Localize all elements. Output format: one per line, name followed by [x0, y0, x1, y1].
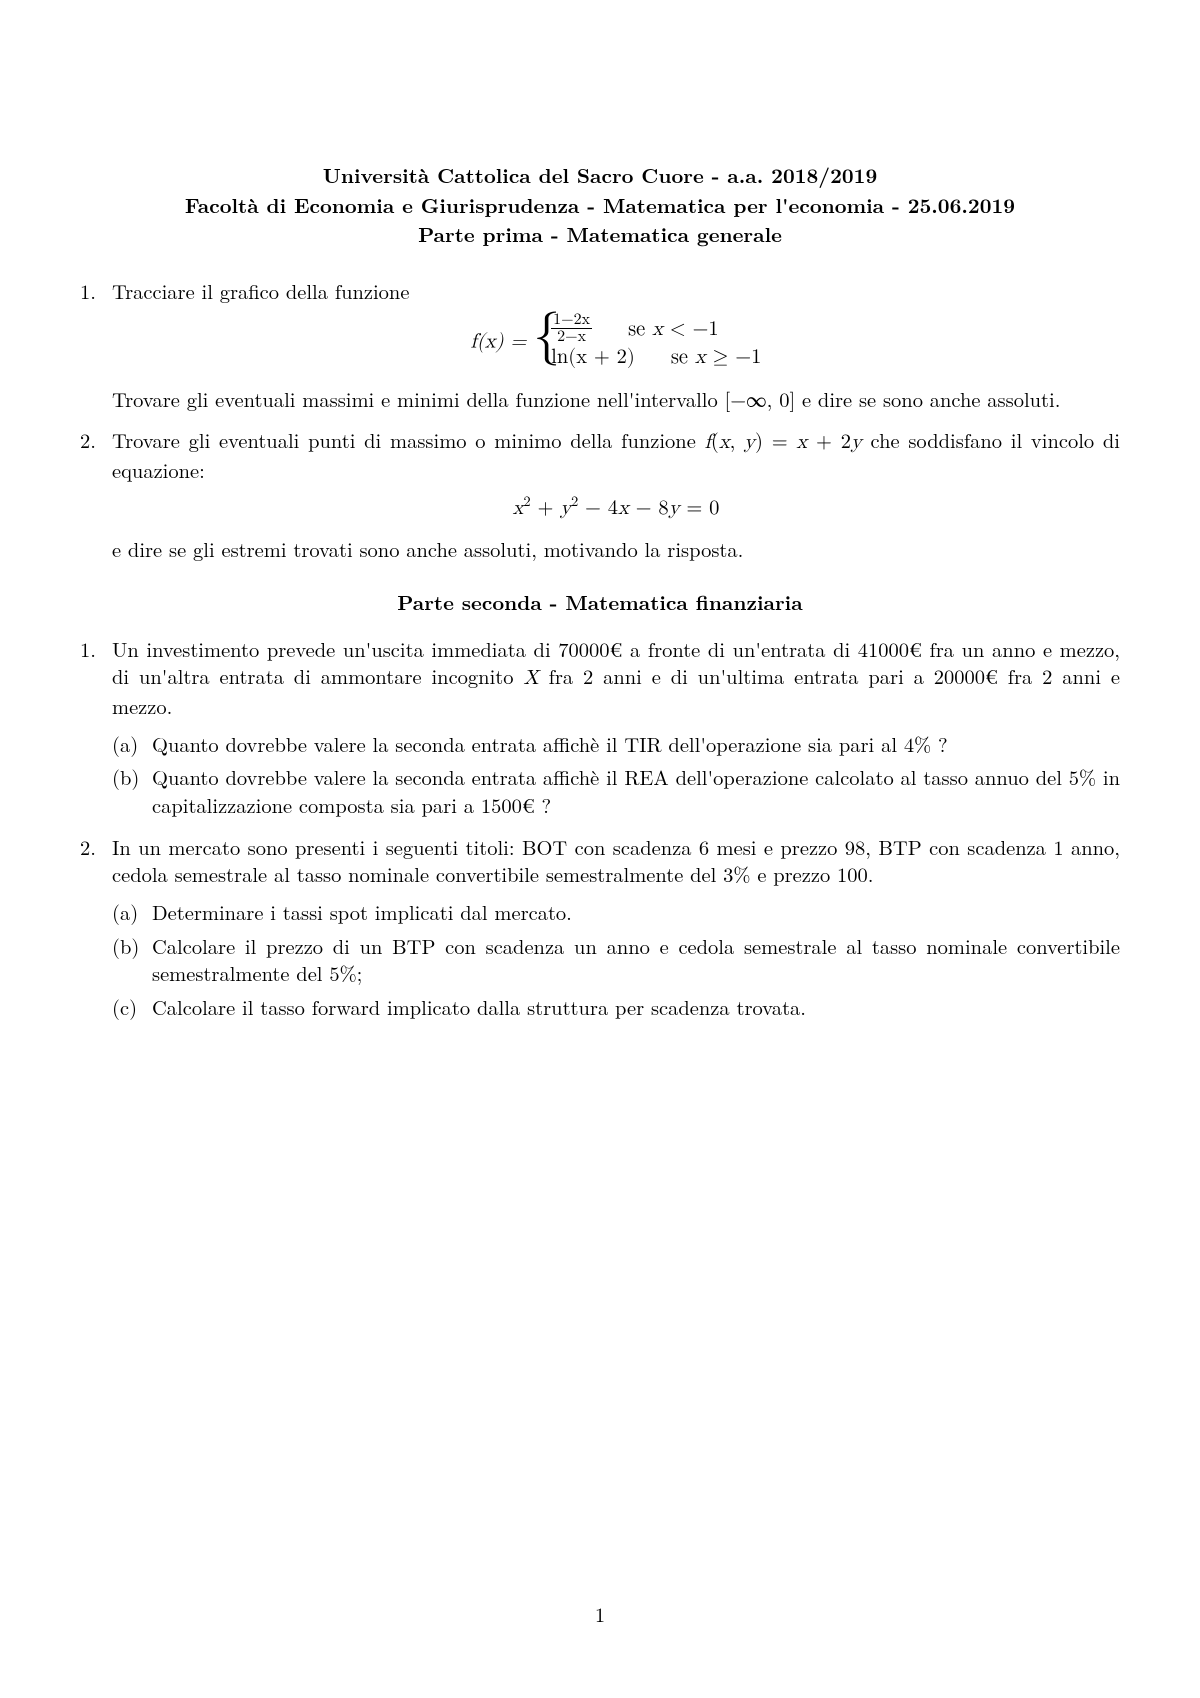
- sub-number: (b): [112, 932, 139, 960]
- header-part: Parte prima - Matematica generale: [80, 221, 1120, 249]
- question-number: 1.: [80, 277, 96, 305]
- page-number: 1: [0, 1600, 1200, 1628]
- constraint-equation: x2 + y2 − 4x − 8y = 0: [112, 494, 1120, 522]
- sub-list: (a) Quanto dovrebbe valere la seconda en…: [112, 730, 1120, 819]
- part2-question-1: 1. Un investimento prevede un'uscita imm…: [80, 635, 1120, 819]
- part1-question-2: 2. Trovare gli eventuali punti di massim…: [80, 426, 1120, 563]
- header-university: Università Cattolica del Sacro Cuore - a…: [80, 162, 1120, 190]
- sub-number: (c): [112, 993, 137, 1021]
- case-condition: se x < −1: [628, 315, 719, 343]
- sub-text: Determinare i tassi spot implicati dal m…: [152, 897, 572, 926]
- sub-item-a: (a) Quanto dovrebbe valere la seconda en…: [112, 730, 1120, 758]
- question-text: Un investimento prevede un'uscita immedi…: [112, 634, 1120, 720]
- case-expression: ln(x + 2): [551, 343, 635, 371]
- question-intro: Tracciare il grafico della funzione: [112, 276, 409, 305]
- question-after: e dire se gli estremi trovati sono anche…: [112, 535, 1120, 563]
- exam-page: Università Cattolica del Sacro Cuore - a…: [0, 0, 1200, 1698]
- sub-number: (a): [112, 730, 138, 758]
- document-header: Università Cattolica del Sacro Cuore - a…: [80, 162, 1120, 249]
- sub-item-b: (b) Quanto dovrebbe valere la seconda en…: [112, 763, 1120, 818]
- sub-text: Calcolare il prezzo di un BTP con scaden…: [152, 931, 1120, 988]
- sub-number: (a): [112, 898, 138, 926]
- eq-lhs: f(x) =: [471, 330, 534, 351]
- sub-list: (a) Determinare i tassi spot implicati d…: [112, 898, 1120, 1021]
- cases-block: { 1−2x 2−x se x < −1 ln(x + 2) se x ≥ −1: [533, 315, 761, 371]
- part1-list: 1. Tracciare il grafico della funzione f…: [80, 277, 1120, 563]
- case-condition: se x ≥ −1: [671, 343, 762, 371]
- sub-text: Quanto dovrebbe valere la seconda entrat…: [152, 762, 1120, 819]
- part2-title: Parte seconda - Matematica finanziaria: [80, 589, 1120, 617]
- question-after: Trovare gli eventuali massimi e minimi d…: [112, 385, 1120, 413]
- header-faculty: Facoltà di Economia e Giurisprudenza - M…: [80, 192, 1120, 220]
- case-row-2: ln(x + 2) se x ≥ −1: [551, 343, 761, 371]
- question-number: 1.: [80, 635, 96, 663]
- sub-text: Calcolare il tasso forward implicato dal…: [152, 992, 806, 1021]
- part1-question-1: 1. Tracciare il grafico della funzione f…: [80, 277, 1120, 412]
- sub-item-b: (b) Calcolare il prezzo di un BTP con sc…: [112, 932, 1120, 987]
- sub-text: Quanto dovrebbe valere la seconda entrat…: [152, 729, 948, 758]
- left-brace-icon: {: [533, 309, 560, 363]
- question-number: 2.: [80, 833, 96, 861]
- sub-item-a: (a) Determinare i tassi spot implicati d…: [112, 898, 1120, 926]
- question-intro: Trovare gli eventuali punti di massimo o…: [112, 425, 1120, 484]
- piecewise-equation: f(x) = { 1−2x 2−x se x < −1 ln(x + 2) se…: [112, 315, 1120, 371]
- question-text: In un mercato sono presenti i seguenti t…: [112, 832, 1120, 889]
- question-number: 2.: [80, 426, 96, 454]
- part2-list: 1. Un investimento prevede un'uscita imm…: [80, 635, 1120, 1021]
- sub-number: (b): [112, 763, 139, 791]
- part2-question-2: 2. In un mercato sono presenti i seguent…: [80, 833, 1120, 1021]
- case-row-1: 1−2x 2−x se x < −1: [551, 315, 761, 343]
- sub-item-c: (c) Calcolare il tasso forward implicato…: [112, 993, 1120, 1021]
